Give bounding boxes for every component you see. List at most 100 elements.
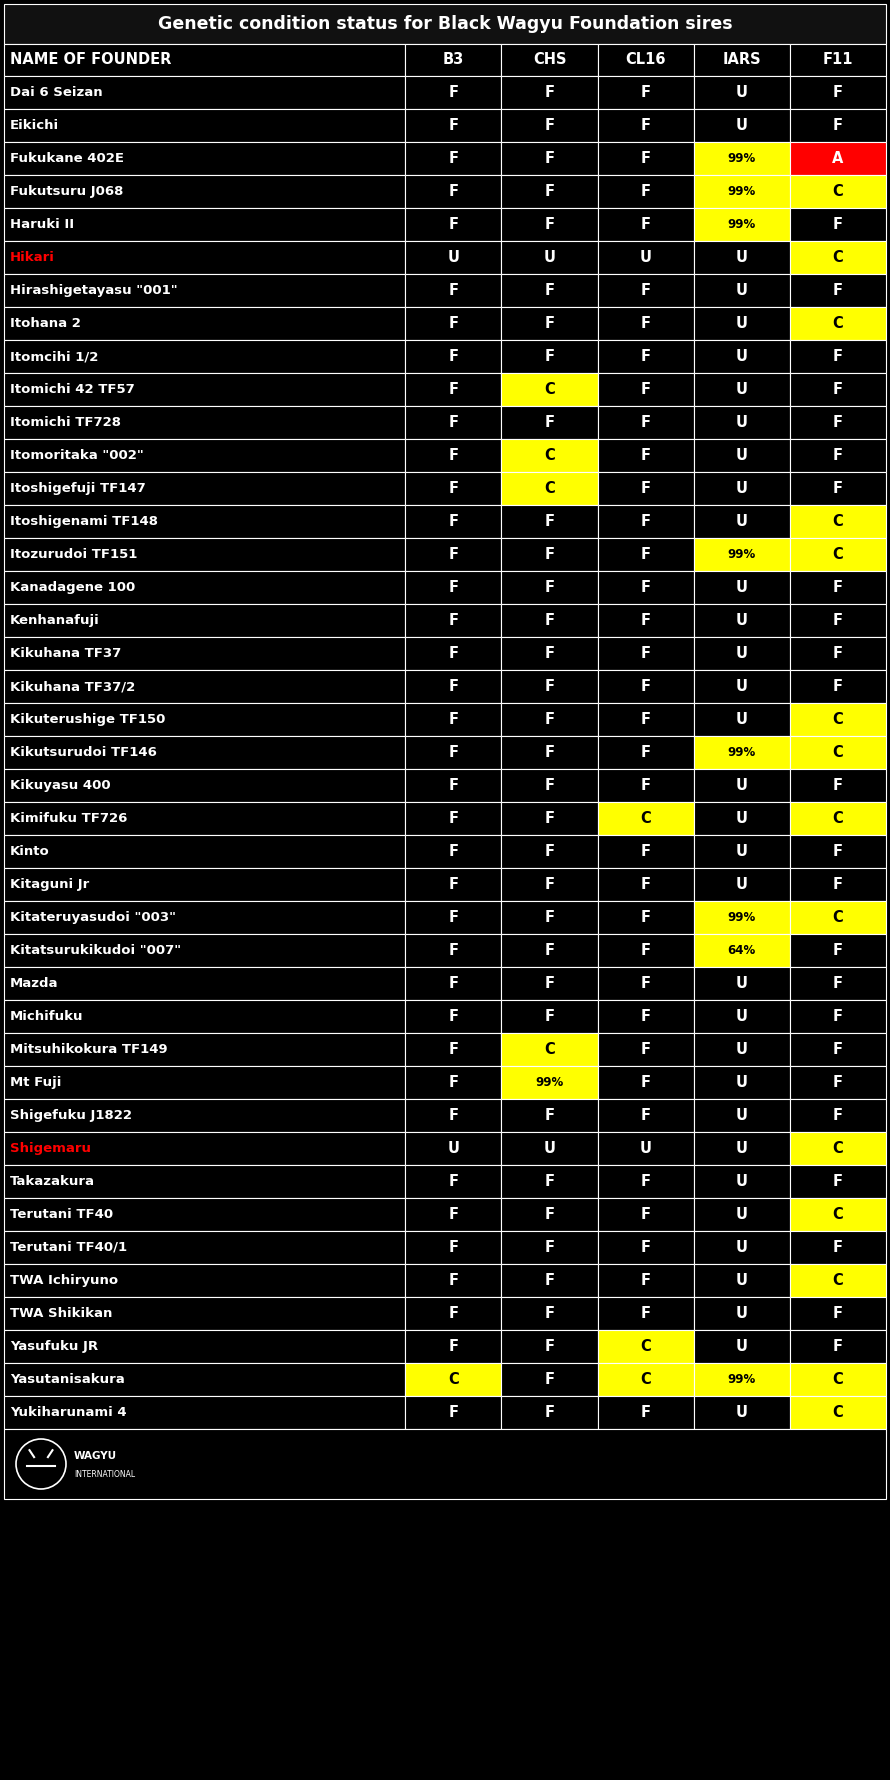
Text: F: F: [449, 415, 458, 431]
Text: F: F: [641, 910, 651, 926]
Text: F: F: [449, 878, 458, 892]
Bar: [501, 1066, 597, 1098]
Bar: [4, 1098, 405, 1132]
Text: U: U: [640, 249, 651, 265]
Bar: [405, 603, 501, 637]
Bar: [597, 142, 693, 174]
Bar: [693, 240, 789, 274]
Text: C: C: [832, 1141, 844, 1155]
Bar: [693, 340, 789, 374]
Text: C: C: [832, 1207, 844, 1223]
Text: F: F: [833, 349, 843, 363]
Bar: [789, 637, 886, 669]
Text: F: F: [449, 514, 458, 529]
Text: F11: F11: [822, 52, 854, 68]
Bar: [789, 1000, 886, 1032]
Text: F: F: [833, 678, 843, 694]
Bar: [4, 1429, 886, 1499]
Bar: [4, 869, 405, 901]
Text: F: F: [641, 317, 651, 331]
Bar: [693, 274, 789, 306]
Text: Itoshigefuji TF147: Itoshigefuji TF147: [10, 482, 146, 495]
Bar: [501, 1396, 597, 1429]
Bar: [789, 1396, 886, 1429]
Text: F: F: [641, 1041, 651, 1057]
Text: F: F: [833, 117, 843, 134]
Bar: [405, 142, 501, 174]
Bar: [4, 77, 405, 109]
Bar: [4, 1198, 405, 1232]
Text: F: F: [641, 975, 651, 991]
Bar: [501, 174, 597, 208]
Bar: [405, 44, 501, 77]
Text: U: U: [736, 317, 748, 331]
Text: Kitateruyasudoi "003": Kitateruyasudoi "003": [10, 911, 176, 924]
Text: F: F: [449, 481, 458, 497]
Text: Kikuhana TF37/2: Kikuhana TF37/2: [10, 680, 135, 692]
Bar: [501, 1032, 597, 1066]
Text: U: U: [736, 1175, 748, 1189]
Text: F: F: [545, 546, 554, 562]
Bar: [789, 703, 886, 735]
Bar: [405, 1164, 501, 1198]
Text: C: C: [832, 514, 844, 529]
Text: C: C: [832, 712, 844, 726]
Bar: [405, 835, 501, 869]
Text: C: C: [544, 1041, 554, 1057]
Text: F: F: [449, 1207, 458, 1223]
Text: U: U: [736, 612, 748, 628]
Text: F: F: [545, 117, 554, 134]
Text: C: C: [832, 746, 844, 760]
Text: INTERNATIONAL: INTERNATIONAL: [74, 1470, 135, 1479]
Bar: [501, 1164, 597, 1198]
Text: F: F: [641, 1075, 651, 1089]
Bar: [789, 374, 886, 406]
Text: F: F: [545, 349, 554, 363]
Bar: [405, 538, 501, 571]
Bar: [501, 1330, 597, 1363]
Bar: [405, 901, 501, 935]
Bar: [4, 1396, 405, 1429]
Text: C: C: [832, 910, 844, 926]
Text: U: U: [736, 85, 748, 100]
Text: Kitaguni Jr: Kitaguni Jr: [10, 878, 89, 892]
Bar: [501, 142, 597, 174]
Bar: [789, 901, 886, 935]
Text: F: F: [545, 580, 554, 595]
Text: F: F: [545, 85, 554, 100]
Text: 99%: 99%: [728, 911, 756, 924]
Bar: [405, 769, 501, 803]
Text: F: F: [449, 449, 458, 463]
Text: F: F: [833, 1009, 843, 1023]
Text: F: F: [545, 151, 554, 166]
Text: F: F: [641, 546, 651, 562]
Bar: [693, 472, 789, 506]
Bar: [405, 1132, 501, 1164]
Text: U: U: [736, 481, 748, 497]
Bar: [789, 1164, 886, 1198]
Text: Kimifuku TF726: Kimifuku TF726: [10, 812, 127, 824]
Text: F: F: [833, 612, 843, 628]
Bar: [789, 208, 886, 240]
Bar: [597, 901, 693, 935]
Text: Eikichi: Eikichi: [10, 119, 59, 132]
Bar: [501, 406, 597, 440]
Bar: [501, 571, 597, 603]
Bar: [597, 1363, 693, 1396]
Text: F: F: [449, 778, 458, 794]
Text: F: F: [641, 1207, 651, 1223]
Text: U: U: [736, 1041, 748, 1057]
Text: C: C: [544, 481, 554, 497]
Text: F: F: [449, 151, 458, 166]
Text: F: F: [449, 1175, 458, 1189]
Text: U: U: [640, 1141, 651, 1155]
Text: F: F: [449, 975, 458, 991]
Text: F: F: [545, 1107, 554, 1123]
Bar: [4, 340, 405, 374]
Bar: [597, 340, 693, 374]
Text: Fukukane 402E: Fukukane 402E: [10, 151, 124, 166]
Bar: [501, 538, 597, 571]
Text: F: F: [833, 85, 843, 100]
Text: F: F: [449, 1075, 458, 1089]
Text: B3: B3: [442, 52, 464, 68]
